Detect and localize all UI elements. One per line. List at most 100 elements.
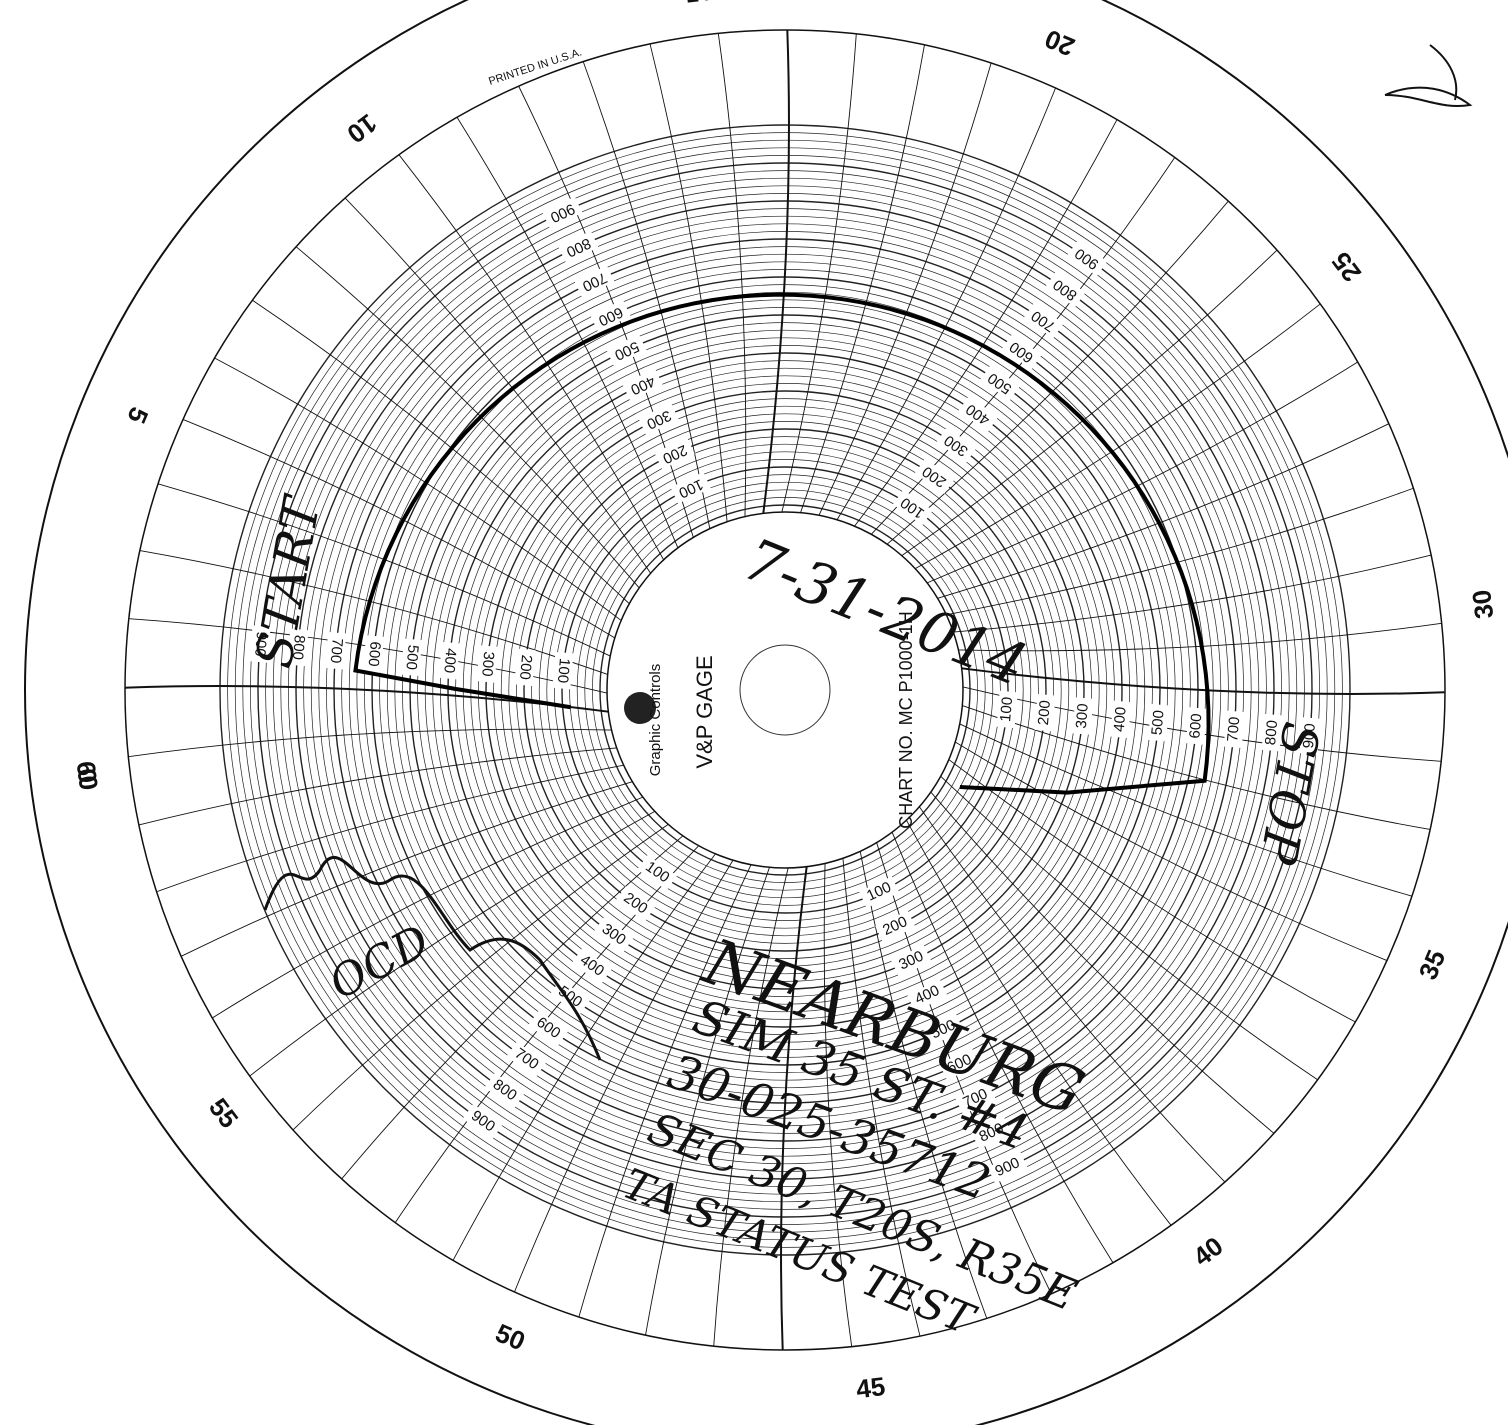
time-arc [456, 117, 679, 549]
scale-label-bg [654, 437, 695, 470]
grid-ring [554, 459, 1016, 921]
time-arc [954, 741, 1388, 961]
grid-ring [234, 139, 1336, 1241]
grid-ring [569, 474, 1001, 906]
grid-ring [561, 466, 1009, 914]
grid-ring [303, 208, 1267, 1172]
minute-label: 40 [1187, 1231, 1228, 1272]
time-arc [156, 764, 624, 893]
time-arc [649, 43, 728, 522]
grid-ring [265, 170, 1305, 1210]
time-arc [180, 781, 633, 957]
scale-label-bg [955, 1082, 996, 1115]
grid-ring [310, 215, 1260, 1165]
grid-ring [280, 185, 1290, 1195]
scale-label-bg [1034, 694, 1056, 732]
scale-label-bg [1185, 707, 1207, 745]
time-arc [128, 728, 612, 758]
time-arc [854, 119, 1118, 527]
minute-label: 60 [71, 759, 104, 791]
center-disc [606, 511, 964, 869]
scale-label-bg [971, 1117, 1012, 1149]
grid-ring [424, 329, 1146, 1051]
scale-label-bg [249, 625, 271, 663]
time-arc [961, 667, 1446, 695]
minute-label: 15 [683, 0, 715, 9]
scale-label: 300 [1073, 703, 1092, 729]
logo [624, 692, 656, 724]
time-arc [214, 357, 622, 621]
grid-ring [402, 307, 1168, 1073]
time-arc [717, 33, 747, 517]
time-arc [891, 831, 1114, 1263]
scale-label-bg [875, 910, 916, 943]
scale-label-bg [574, 265, 615, 298]
grid-ring [508, 413, 1062, 967]
minute-label: 55 [203, 1092, 244, 1133]
scale-label-bg [1261, 713, 1283, 752]
scale-label-bg [996, 690, 1018, 729]
grid-ring [288, 193, 1282, 1187]
minute-label: 45 [854, 1371, 886, 1404]
scale-label-bg [1045, 271, 1086, 308]
scale-label-bg [980, 365, 1020, 401]
minute-label: 10 [341, 108, 382, 149]
chart-number: CHART NO. MC P1000-1H [896, 611, 916, 828]
scale-label-bg [958, 396, 999, 432]
scale-label: 800 [289, 634, 308, 660]
scale-label-bg [593, 917, 634, 953]
time-arc [836, 87, 1056, 521]
grid-ring [584, 489, 986, 891]
minute-label: 0 [72, 767, 104, 785]
time-arc [249, 811, 656, 1077]
grid-ring [500, 405, 1070, 975]
grid-ring [242, 147, 1328, 1233]
hub [739, 644, 831, 736]
corner-mark [1384, 44, 1473, 107]
grid-ring [538, 443, 1032, 937]
time-arc [886, 200, 1229, 545]
time-arc [394, 845, 700, 1223]
grid-ring [394, 299, 1176, 1081]
time-arc [762, 29, 790, 514]
grid-ring [440, 345, 1130, 1035]
scale-label-bg [514, 648, 536, 686]
time-arc [962, 705, 1431, 830]
minute-label: 30 [1466, 588, 1499, 620]
stop-note: STOP [1248, 718, 1330, 869]
time-arc [128, 618, 608, 694]
scale-label-bg [1110, 700, 1132, 739]
time-arc [157, 483, 611, 657]
grid-ring [417, 322, 1153, 1058]
grid-ring [576, 481, 994, 899]
time-arc [182, 419, 616, 639]
scale-label-bg [571, 948, 612, 984]
time-arc [953, 554, 1432, 633]
grid-ring [531, 436, 1039, 944]
scale-label: 700 [327, 638, 346, 664]
scale-label: 500 [402, 644, 421, 670]
time-arc [780, 866, 808, 1351]
time-arc [344, 197, 652, 574]
scale-label-bg [622, 368, 663, 401]
scale-label-bg [1223, 710, 1245, 749]
time-arc [926, 361, 1358, 584]
scale-label-bg [506, 1041, 547, 1078]
scale-label-bg [558, 231, 599, 263]
scale-label: 200 [516, 654, 535, 680]
brand: Graphic Controls [647, 664, 664, 777]
grid-ring [478, 383, 1092, 997]
time-arc [959, 723, 1413, 897]
scale-label-bg [400, 638, 422, 677]
minute-label: 35 [1413, 945, 1452, 983]
scale-label: 100 [997, 696, 1016, 722]
scale-label-bg [287, 628, 309, 667]
time-arc [958, 622, 1442, 652]
grid-ring [516, 421, 1054, 959]
time-arc [823, 863, 853, 1347]
scale-label-bg [438, 641, 460, 680]
time-arc [948, 759, 1356, 1023]
scale-label-bg [638, 403, 679, 435]
